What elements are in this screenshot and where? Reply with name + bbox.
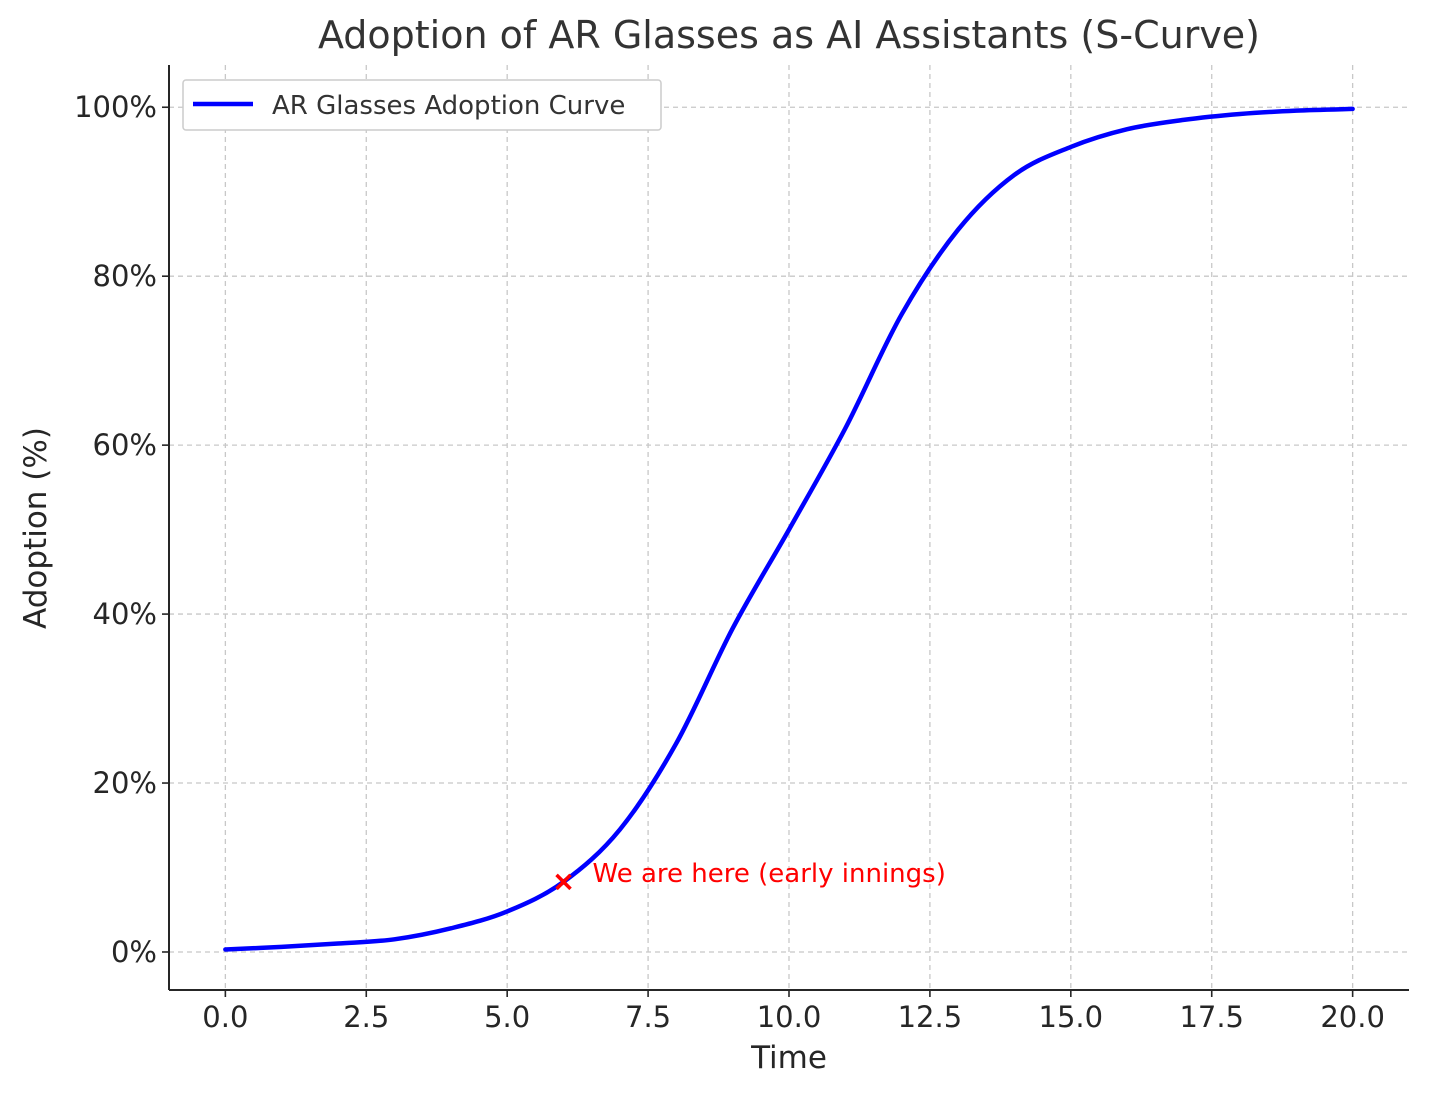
y-tick-label: 0% — [111, 935, 157, 969]
x-tick-label: 5.0 — [484, 1000, 530, 1034]
annotation-label: We are here (early innings) — [593, 859, 946, 889]
x-axis-ticks: 0.0 2.5 5.0 7.5 10.0 12.5 15.0 17.5 20.0 — [202, 990, 1385, 1034]
x-tick-label: 12.5 — [898, 1000, 963, 1034]
marker-stroke — [555, 873, 572, 891]
x-tick-label: 0.0 — [202, 1000, 248, 1034]
legend-entry-label: AR Glasses Adoption Curve — [272, 91, 625, 121]
y-axis-ticks: 0% 20% 40% 60% 80% 100% — [74, 90, 169, 969]
plot-series — [223, 106, 1355, 952]
we-are-here-marker — [555, 873, 572, 891]
annotation-group: We are here (early innings) — [555, 859, 946, 891]
y-tick-label: 40% — [93, 597, 157, 631]
chart-title: Adoption of AR Glasses as AI Assistants … — [318, 13, 1260, 57]
x-tick-label: 10.0 — [757, 1000, 822, 1034]
y-tick-label: 80% — [93, 259, 157, 293]
x-tick-label: 17.5 — [1179, 1000, 1244, 1034]
y-tick-label: 100% — [74, 90, 157, 124]
x-tick-label: 7.5 — [625, 1000, 671, 1034]
x-tick-label: 2.5 — [343, 1000, 389, 1034]
x-axis-label: Time — [750, 1040, 827, 1076]
legend-box — [182, 79, 662, 131]
y-tick-label: 20% — [93, 766, 157, 800]
legend: AR Glasses Adoption Curve — [182, 79, 662, 131]
x-tick-label: 20.0 — [1320, 1000, 1385, 1034]
y-tick-label: 60% — [93, 428, 157, 462]
y-axis-label: Adoption (%) — [18, 427, 54, 629]
x-tick-label: 15.0 — [1039, 1000, 1104, 1034]
adoption-curve-line — [223, 106, 1355, 952]
